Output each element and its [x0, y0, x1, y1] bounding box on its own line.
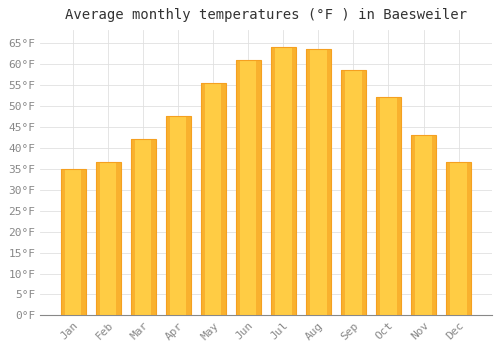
Bar — [292, 47, 296, 315]
Bar — [396, 98, 401, 315]
Bar — [432, 135, 436, 315]
Bar — [466, 162, 471, 315]
Bar — [60, 169, 66, 315]
Bar — [131, 139, 136, 315]
Bar — [96, 162, 121, 315]
Bar — [236, 60, 240, 315]
Bar — [166, 116, 191, 315]
Bar — [236, 60, 261, 315]
Bar — [201, 83, 205, 315]
Bar — [271, 47, 276, 315]
Bar — [96, 162, 100, 315]
Bar — [326, 49, 331, 315]
Bar — [411, 135, 436, 315]
Bar — [152, 139, 156, 315]
Bar — [271, 47, 296, 315]
Bar — [376, 98, 380, 315]
Bar — [362, 70, 366, 315]
Bar — [82, 169, 86, 315]
Bar — [256, 60, 261, 315]
Bar — [116, 162, 121, 315]
Bar — [446, 162, 471, 315]
Title: Average monthly temperatures (°F ) in Baesweiler: Average monthly temperatures (°F ) in Ba… — [65, 8, 467, 22]
Bar — [376, 98, 401, 315]
Bar — [60, 169, 86, 315]
Bar — [131, 139, 156, 315]
Bar — [222, 83, 226, 315]
Bar — [186, 116, 191, 315]
Bar — [306, 49, 310, 315]
Bar — [446, 162, 450, 315]
Bar — [341, 70, 366, 315]
Bar — [306, 49, 331, 315]
Bar — [411, 135, 416, 315]
Bar — [166, 116, 170, 315]
Bar — [341, 70, 345, 315]
Bar — [201, 83, 226, 315]
